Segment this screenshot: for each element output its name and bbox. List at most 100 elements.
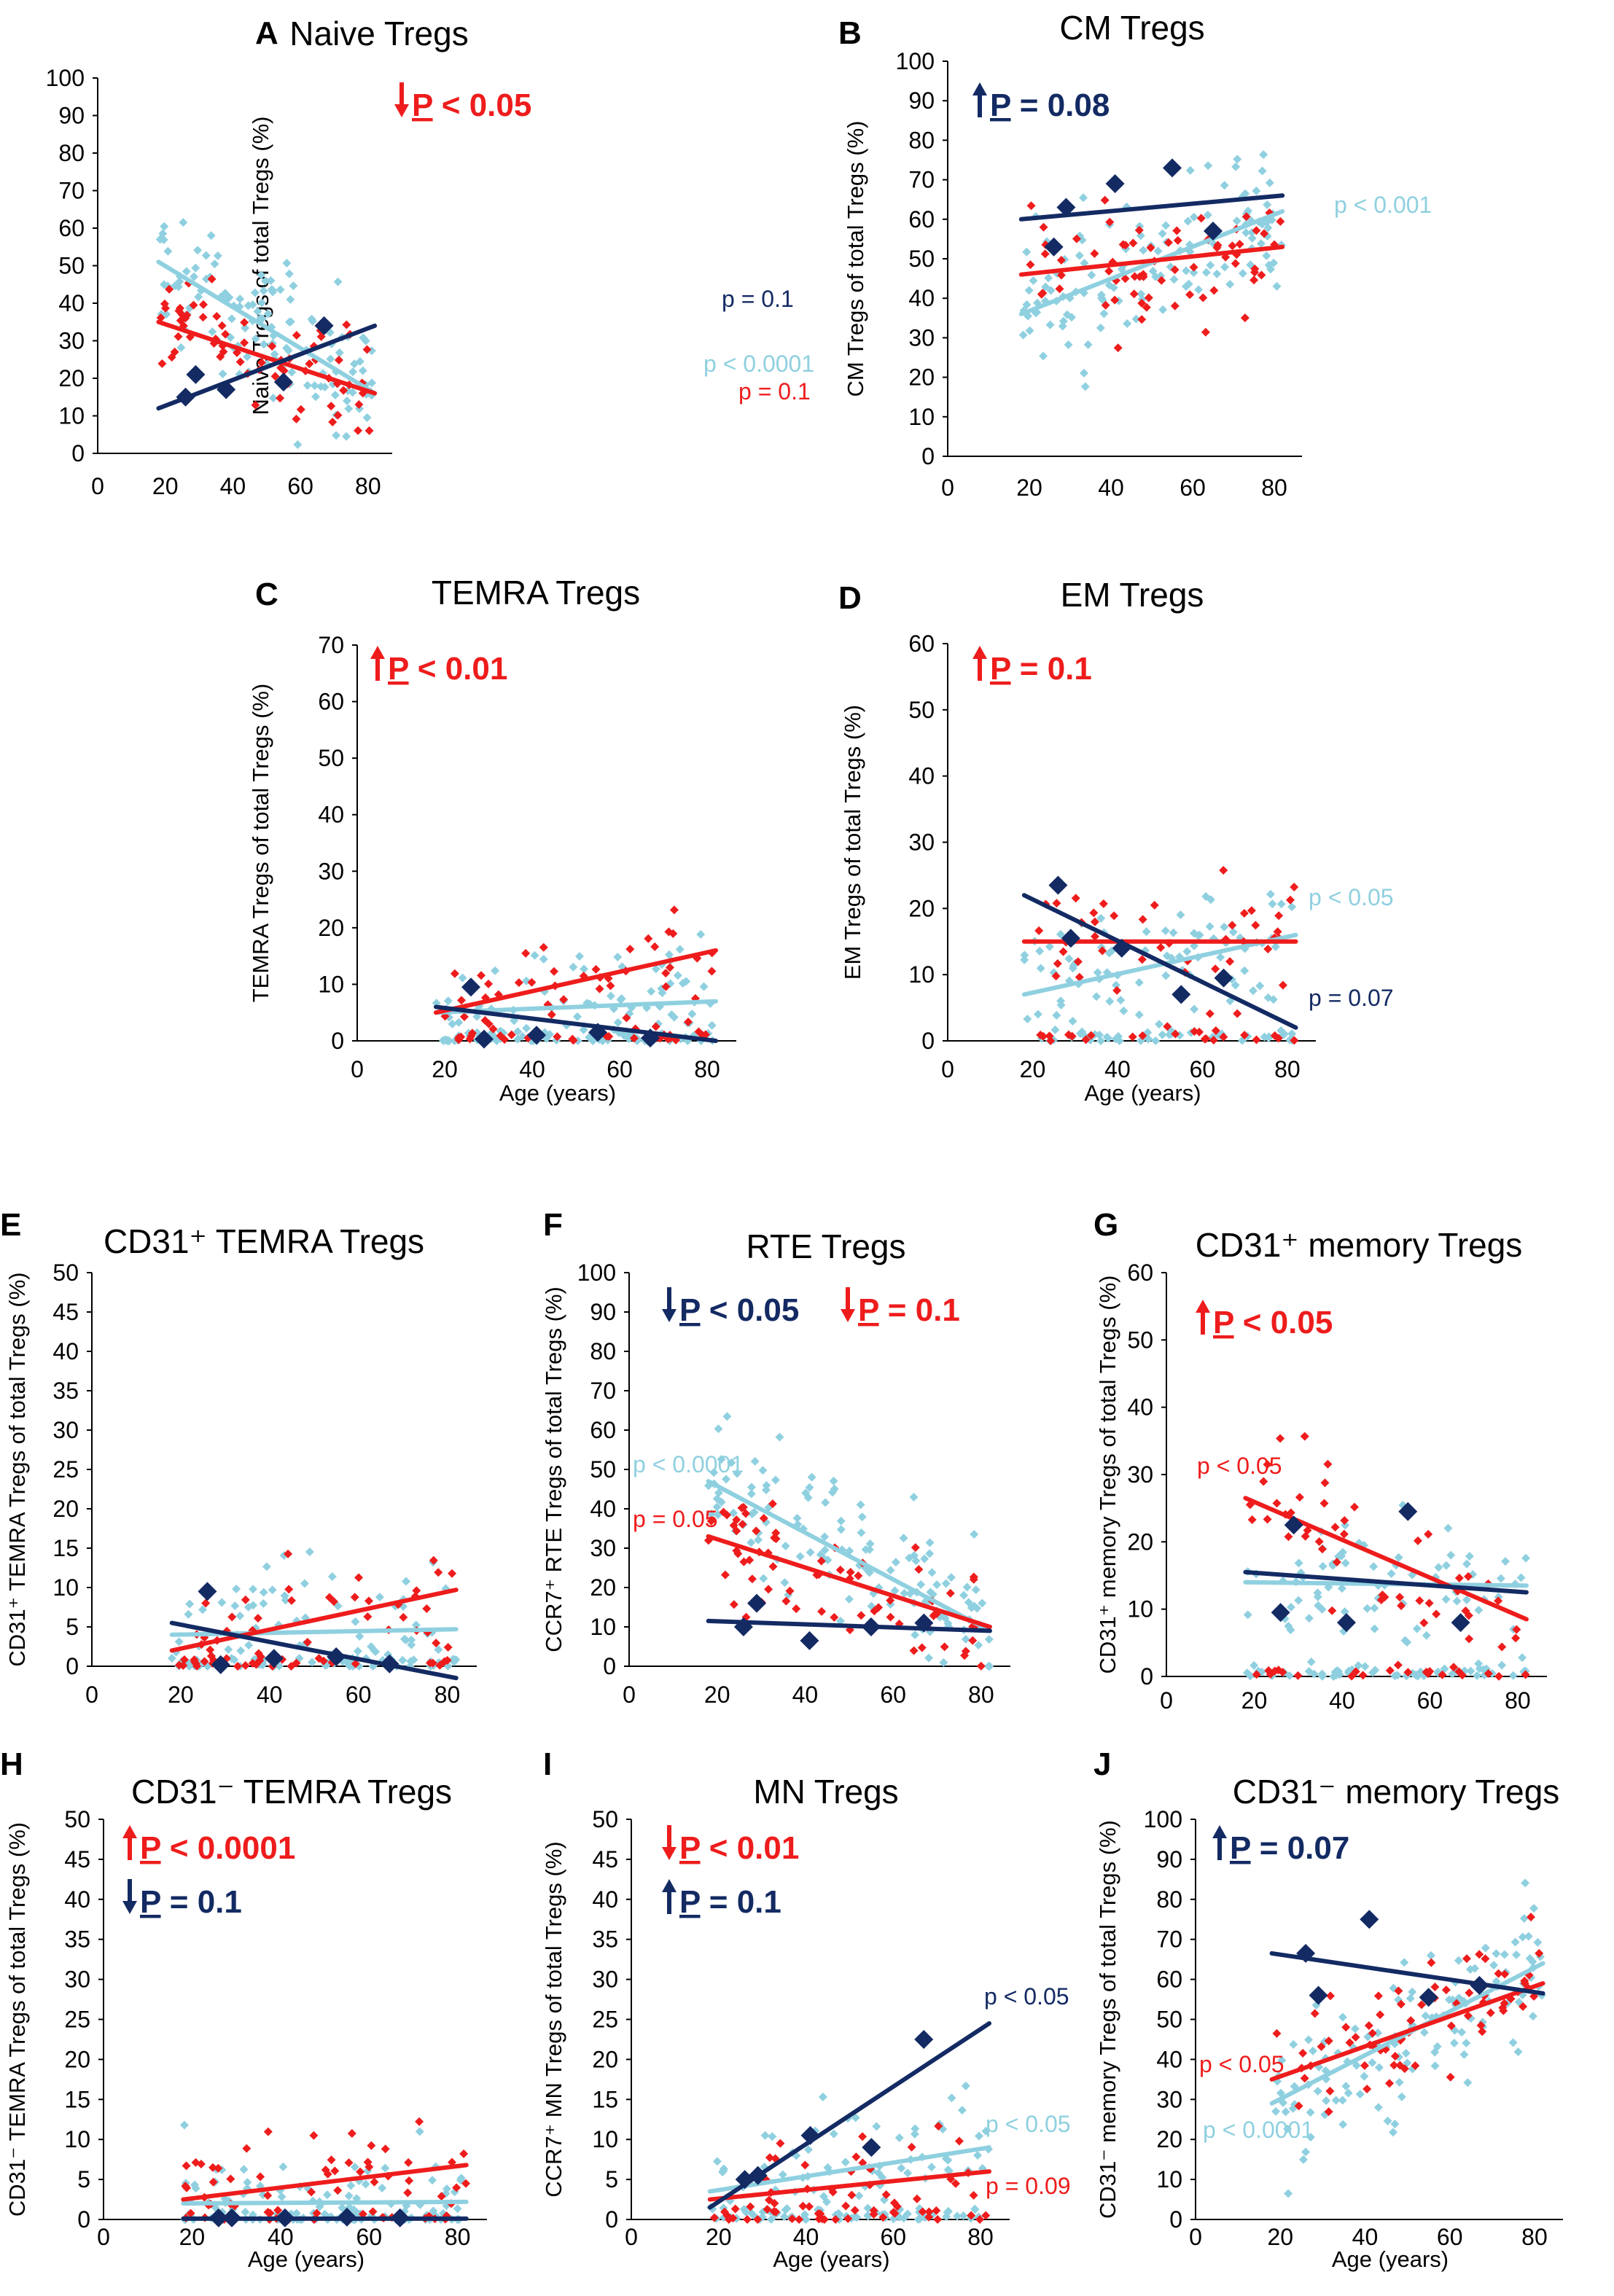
data-point-light bbox=[1076, 1028, 1085, 1038]
data-point-light bbox=[1041, 282, 1050, 292]
x-tick-label: 0 bbox=[1160, 1687, 1173, 1714]
data-point-light bbox=[891, 1558, 900, 1567]
arrow-up-icon bbox=[662, 1879, 677, 1892]
y-tick-label: 10 bbox=[318, 971, 344, 997]
p-value-label: P < 0.05 bbox=[412, 87, 531, 123]
data-point-light bbox=[1056, 929, 1065, 939]
data-point-light bbox=[856, 1500, 865, 1510]
data-point-red bbox=[1209, 1035, 1218, 1044]
y-tick-label: 10 bbox=[590, 1614, 616, 1640]
data-point-light bbox=[835, 1617, 845, 1626]
data-point-red bbox=[207, 274, 217, 284]
y-tick-label: 60 bbox=[590, 1417, 616, 1443]
data-point-red bbox=[179, 1655, 189, 1665]
data-point-red bbox=[1134, 225, 1144, 235]
data-point-red bbox=[739, 1557, 749, 1566]
data-point-red bbox=[161, 303, 171, 313]
data-point-red bbox=[221, 329, 230, 339]
data-point-red bbox=[364, 426, 374, 435]
data-point-light bbox=[239, 2165, 249, 2174]
data-point-light bbox=[1080, 382, 1090, 391]
data-point-light bbox=[293, 440, 303, 449]
data-point-light bbox=[1203, 211, 1212, 220]
data-point-light bbox=[792, 1513, 802, 1523]
data-point-red bbox=[309, 2131, 319, 2140]
data-point-red bbox=[1464, 1611, 1473, 1620]
data-point-red bbox=[1252, 1035, 1261, 1044]
data-point-red bbox=[1170, 265, 1180, 275]
data-point-navy bbox=[211, 1655, 230, 1674]
data-point-light bbox=[1286, 1625, 1295, 1635]
data-point-red bbox=[201, 1598, 211, 1608]
data-point-light bbox=[911, 1631, 920, 1640]
y-tick-label: 90 bbox=[58, 103, 85, 129]
data-point-light bbox=[1096, 913, 1106, 923]
data-point-light bbox=[268, 394, 278, 403]
data-point-light bbox=[758, 1466, 768, 1475]
data-point-light bbox=[1078, 193, 1088, 203]
data-point-red bbox=[724, 2215, 733, 2224]
data-point-navy bbox=[176, 387, 195, 407]
data-point-light bbox=[872, 2122, 881, 2131]
trendline-red bbox=[156, 319, 378, 396]
data-point-red bbox=[327, 402, 336, 411]
data-point-light bbox=[162, 310, 171, 319]
data-point-red bbox=[500, 1035, 510, 1044]
panel-i: I MN Tregs 0 5 10 15 20 25 30 35 40 45 50 0 20 40 60 80 CC… bbox=[541, 1746, 1071, 2272]
y-tick-label: 30 bbox=[58, 328, 85, 354]
data-point-red bbox=[835, 1565, 845, 1574]
data-point-red bbox=[785, 1586, 795, 1596]
data-point-light bbox=[1284, 2189, 1293, 2198]
data-point-red bbox=[1446, 2021, 1456, 2031]
data-point-light bbox=[1369, 1562, 1379, 1571]
data-point-red bbox=[1465, 1634, 1474, 1644]
data-point-red bbox=[1300, 2074, 1309, 2083]
data-point-light bbox=[1266, 265, 1275, 274]
panel-title: EM Tregs bbox=[1061, 576, 1204, 614]
data-point-red bbox=[1138, 915, 1147, 924]
significance-annotation: P < 0.05 bbox=[662, 1287, 799, 1328]
data-point-light bbox=[1304, 1614, 1314, 1623]
data-point-red bbox=[1241, 212, 1251, 222]
data-point-red bbox=[946, 1588, 955, 1598]
data-point-red bbox=[381, 2144, 390, 2154]
data-point-light bbox=[805, 1483, 814, 1492]
data-point-light bbox=[1029, 276, 1038, 285]
x-tick-label: 40 bbox=[1329, 1687, 1355, 1714]
data-point-light bbox=[890, 1586, 900, 1596]
data-point-light bbox=[243, 2178, 252, 2187]
data-point-red bbox=[1138, 1031, 1147, 1040]
data-point-light bbox=[927, 2163, 936, 2172]
data-point-light bbox=[1313, 2087, 1322, 2096]
x-tick-label: 20 bbox=[704, 1682, 730, 1708]
data-point-light bbox=[1035, 946, 1045, 956]
data-point-red bbox=[403, 2188, 413, 2198]
data-point-light bbox=[326, 354, 335, 364]
data-point-light bbox=[362, 413, 372, 422]
data-point-red bbox=[816, 2209, 825, 2219]
data-point-light bbox=[911, 2124, 920, 2133]
data-point-red bbox=[650, 942, 660, 951]
data-point-navy bbox=[1271, 1603, 1290, 1623]
data-point-red bbox=[1056, 270, 1066, 280]
data-point-light bbox=[818, 2092, 827, 2101]
data-point-red bbox=[816, 1556, 826, 1566]
y-tick-label: 60 bbox=[908, 206, 935, 233]
data-point-red bbox=[595, 984, 604, 993]
y-tick-label: 20 bbox=[64, 2046, 90, 2072]
data-point-red bbox=[850, 2206, 859, 2215]
trendline-red bbox=[1269, 1981, 1545, 2082]
data-point-light bbox=[1189, 268, 1198, 277]
x-tick-label: 40 bbox=[1352, 2224, 1379, 2250]
x-tick-label: 0 bbox=[623, 1682, 636, 1708]
data-point-red bbox=[1301, 1531, 1310, 1541]
data-point-light bbox=[1020, 955, 1029, 964]
data-point-red bbox=[819, 2215, 829, 2224]
data-point-light bbox=[1281, 2107, 1290, 2117]
data-point-light bbox=[278, 2162, 288, 2171]
data-point-red bbox=[273, 2206, 283, 2215]
x-tick-label: 60 bbox=[1180, 475, 1206, 501]
data-point-light bbox=[458, 973, 467, 983]
data-point-light bbox=[407, 1640, 416, 1649]
trendline-navy bbox=[156, 323, 378, 411]
